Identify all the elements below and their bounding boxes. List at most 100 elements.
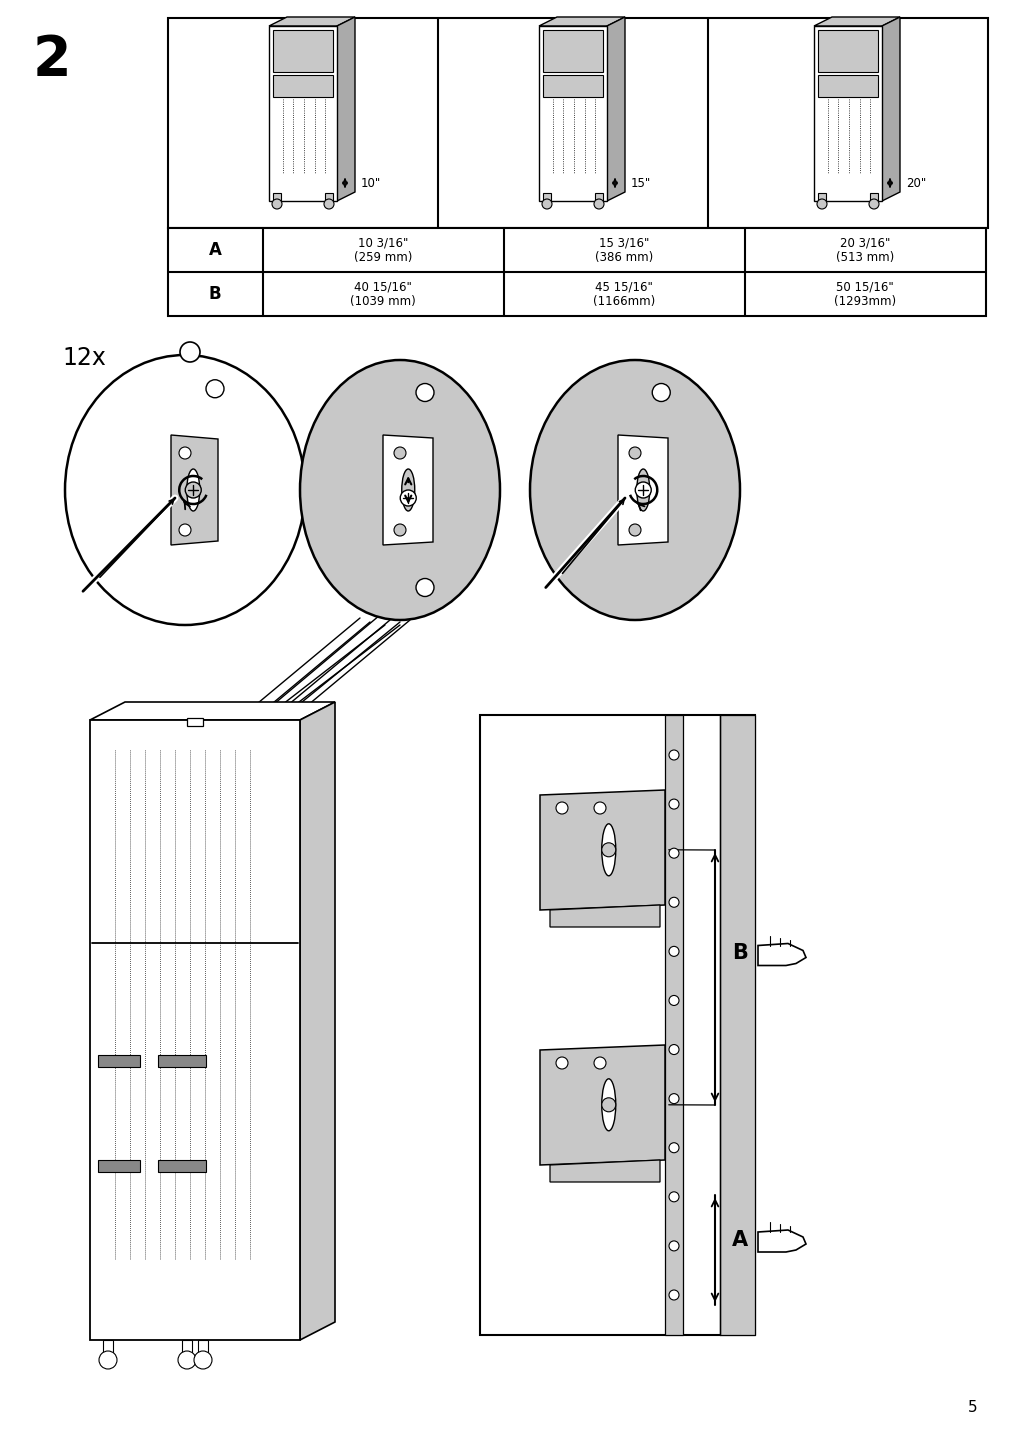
Bar [273,74,333,97]
Text: A: A [731,1230,747,1250]
Bar [98,1055,140,1067]
Text: 45 15/16"
(1166mm): 45 15/16" (1166mm) [592,281,654,308]
Polygon shape [549,905,659,927]
Circle shape [602,843,615,856]
Bar [98,1160,140,1173]
Ellipse shape [636,470,649,511]
Circle shape [629,524,640,536]
Polygon shape [171,435,217,546]
Bar [187,717,203,726]
Circle shape [400,490,416,505]
Circle shape [272,199,282,209]
Text: 5: 5 [968,1400,977,1415]
Circle shape [324,199,334,209]
Polygon shape [337,17,355,200]
Circle shape [416,579,434,597]
Polygon shape [382,435,433,546]
Circle shape [629,447,640,460]
Bar [273,30,333,72]
Text: 20 3/16"
(513 mm): 20 3/16" (513 mm) [835,236,894,263]
Ellipse shape [187,470,199,511]
Bar [817,74,878,97]
Bar [182,1340,192,1355]
Bar [543,193,550,200]
Circle shape [668,848,678,858]
Circle shape [668,898,678,908]
Polygon shape [540,1045,664,1166]
Bar [273,193,281,200]
Polygon shape [882,17,899,200]
Bar [158,1160,206,1173]
Circle shape [602,1098,615,1111]
Bar [817,193,825,200]
Circle shape [185,483,201,498]
Polygon shape [299,702,335,1340]
Ellipse shape [602,823,615,876]
Circle shape [194,1350,211,1369]
Circle shape [668,995,678,1005]
Text: A: A [208,241,221,259]
Circle shape [180,342,200,362]
Text: B: B [208,285,221,304]
Circle shape [178,1350,196,1369]
Ellipse shape [299,359,499,620]
Polygon shape [757,944,805,965]
Text: 20": 20" [905,176,925,189]
Text: 12x: 12x [62,347,106,369]
Text: 50 15/16"
(1293mm): 50 15/16" (1293mm) [833,281,895,308]
Text: 2: 2 [32,33,71,87]
Circle shape [179,524,191,536]
Circle shape [593,802,606,813]
Bar [869,193,878,200]
Circle shape [668,799,678,809]
Circle shape [206,379,223,398]
Text: 15": 15" [631,176,651,189]
Bar [198,1340,208,1355]
Circle shape [393,447,405,460]
Bar [543,30,603,72]
Circle shape [868,199,879,209]
Circle shape [668,1143,678,1153]
Circle shape [635,483,651,498]
Bar [325,193,333,200]
Ellipse shape [401,470,415,511]
Bar [168,228,985,316]
Circle shape [593,199,604,209]
Circle shape [668,947,678,957]
Polygon shape [90,702,335,720]
Text: 15 3/16"
(386 mm): 15 3/16" (386 mm) [594,236,652,263]
Circle shape [652,384,669,401]
Bar [719,715,754,1335]
Circle shape [99,1350,117,1369]
Polygon shape [539,17,625,26]
Bar [168,19,987,228]
Text: 10": 10" [361,176,381,189]
Circle shape [668,1191,678,1201]
Polygon shape [607,17,625,200]
Circle shape [668,750,678,760]
Polygon shape [549,1160,659,1181]
Bar [539,26,607,200]
Text: 40 15/16"
(1039 mm): 40 15/16" (1039 mm) [350,281,416,308]
Text: B: B [731,942,747,962]
Bar [813,26,882,200]
Circle shape [668,1290,678,1300]
Circle shape [816,199,826,209]
Bar [479,715,754,1335]
Ellipse shape [530,359,739,620]
Circle shape [593,1057,606,1070]
Bar [90,720,299,1340]
Circle shape [393,524,405,536]
Bar [594,193,603,200]
Bar [269,26,337,200]
Polygon shape [813,17,899,26]
Circle shape [668,1044,678,1054]
Bar [103,1340,113,1355]
Circle shape [668,1242,678,1252]
Ellipse shape [602,1078,615,1131]
Bar [817,30,878,72]
Circle shape [555,1057,567,1070]
Polygon shape [269,17,355,26]
Text: 10 3/16"
(259 mm): 10 3/16" (259 mm) [354,236,411,263]
Circle shape [416,384,434,401]
